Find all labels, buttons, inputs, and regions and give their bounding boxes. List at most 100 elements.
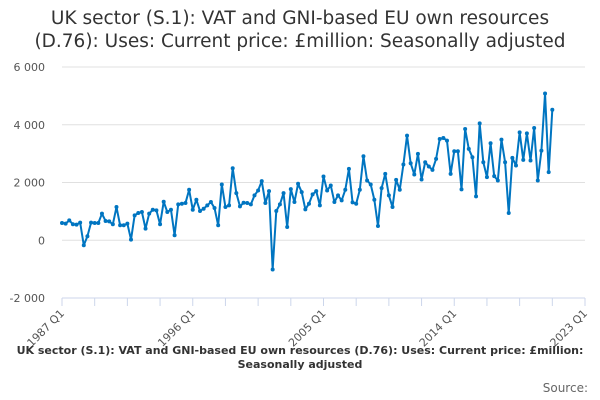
data-point — [448, 171, 453, 176]
data-point — [517, 130, 522, 135]
source-label: Source: — [542, 381, 588, 395]
data-point — [336, 193, 341, 198]
data-point — [437, 136, 442, 141]
data-point — [78, 220, 83, 225]
data-point — [270, 267, 275, 272]
data-point — [205, 203, 210, 208]
data-point — [118, 223, 123, 228]
data-point — [354, 201, 359, 206]
data-point — [212, 206, 217, 211]
data-point — [63, 221, 68, 226]
data-point — [194, 197, 199, 202]
chart-title-line-2: (D.76): Uses: Current price: £million: S… — [34, 31, 566, 52]
data-point — [495, 178, 500, 183]
data-point — [158, 222, 163, 227]
data-point — [325, 188, 330, 193]
data-point — [310, 192, 315, 197]
data-point — [81, 243, 86, 248]
data-point — [136, 211, 141, 216]
data-point — [397, 187, 402, 192]
data-point — [110, 222, 115, 227]
data-point — [230, 166, 235, 171]
data-point — [154, 208, 159, 213]
data-point — [216, 223, 221, 228]
data-point — [299, 190, 304, 195]
data-point — [408, 161, 413, 166]
data-point — [198, 209, 203, 214]
data-point — [176, 202, 181, 207]
data-point — [227, 203, 232, 208]
data-point — [365, 178, 370, 183]
data-point — [143, 226, 148, 231]
data-point — [256, 188, 261, 193]
data-point — [165, 210, 170, 215]
data-point — [357, 187, 362, 192]
data-point — [125, 221, 130, 226]
data-point — [510, 155, 515, 160]
data-point — [237, 204, 242, 209]
data-point — [405, 133, 410, 138]
y-tick-label: 6 000 — [14, 61, 46, 74]
data-point — [423, 160, 428, 165]
data-point — [466, 146, 471, 151]
data-point — [372, 197, 377, 202]
data-point — [452, 149, 457, 154]
data-point — [259, 179, 264, 184]
data-point — [187, 187, 192, 192]
data-point — [455, 149, 460, 154]
data-point — [521, 157, 526, 162]
data-point — [245, 201, 250, 206]
data-point — [89, 220, 94, 225]
data-point — [484, 175, 489, 180]
data-point — [99, 211, 104, 216]
data-point — [394, 177, 399, 182]
data-point — [339, 198, 344, 203]
data-point — [150, 207, 155, 212]
y-tick-label: 2 000 — [14, 177, 46, 190]
data-point — [147, 211, 152, 216]
data-point — [459, 187, 464, 192]
data-point — [390, 205, 395, 210]
data-point — [267, 189, 272, 194]
data-point — [103, 218, 108, 223]
data-point — [183, 201, 188, 206]
data-point — [139, 210, 144, 215]
data-point — [401, 162, 406, 167]
data-point — [285, 224, 290, 229]
data-point — [524, 131, 529, 136]
data-point — [434, 156, 439, 161]
data-point — [281, 191, 286, 196]
data-point — [317, 203, 322, 208]
data-point — [528, 158, 533, 163]
data-point — [361, 154, 366, 159]
data-point — [107, 219, 112, 224]
data-point — [350, 200, 355, 205]
data-point — [470, 155, 475, 160]
data-point — [441, 135, 446, 140]
y-tick-label: -2 000 — [10, 292, 45, 305]
data-point — [499, 137, 504, 142]
data-point — [172, 233, 177, 238]
data-point — [179, 201, 184, 206]
data-point — [477, 121, 482, 126]
data-point — [263, 201, 268, 206]
data-point — [539, 148, 544, 153]
chart-title-line-1: UK sector (S.1): VAT and GNI-based EU ow… — [50, 8, 550, 29]
data-point — [274, 209, 279, 214]
y-tick-label: 0 — [38, 234, 45, 247]
data-point — [161, 199, 166, 204]
data-point — [129, 237, 134, 242]
data-point — [343, 187, 348, 192]
data-point — [481, 160, 486, 165]
data-point — [67, 218, 72, 223]
data-point — [190, 207, 195, 212]
data-point — [383, 171, 388, 176]
data-point — [96, 220, 101, 225]
data-point — [168, 207, 173, 212]
data-point — [277, 202, 282, 207]
data-point — [492, 174, 497, 179]
data-point — [379, 186, 384, 191]
data-point — [321, 174, 326, 179]
data-point — [292, 200, 297, 205]
